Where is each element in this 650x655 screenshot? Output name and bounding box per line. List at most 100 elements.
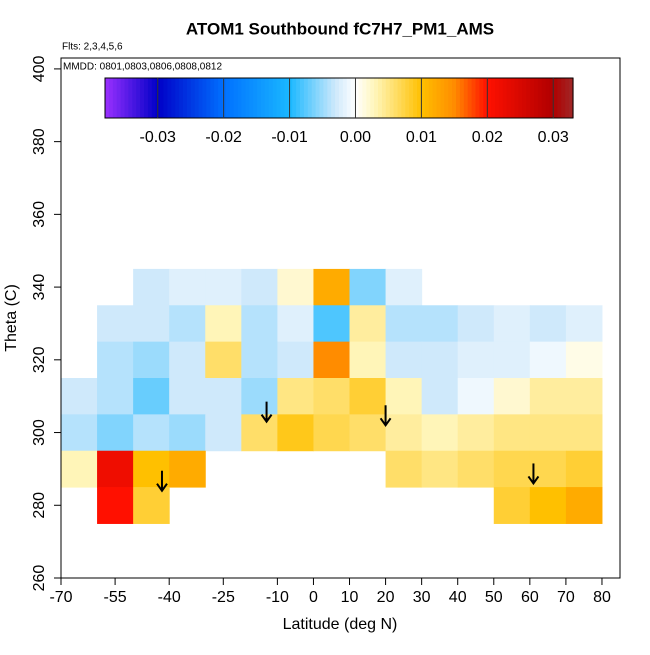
heat-cell [349,305,387,343]
colorbar-slice [448,78,453,118]
heat-cell [529,305,567,343]
heat-cell [421,450,459,488]
colorbar-slice [202,78,207,118]
colorbar-tick-label: 0.03 [538,129,569,146]
heat-cell [385,305,423,343]
colorbar-slice [108,78,114,118]
heat-cell [421,414,459,452]
heat-cell [565,487,603,524]
colorbar-slice [452,78,457,118]
colorbar-slice [335,78,340,118]
arrow-head [156,483,168,493]
heat-cell [277,305,314,343]
colorbar-slice [214,78,219,118]
heat-cell [565,341,603,379]
colorbar-slice [140,78,145,118]
heat-cell [493,450,531,488]
heat-cell [565,305,603,343]
colorbar-tick-label: -0.03 [139,129,176,146]
colorbar-tick-label: 0.00 [340,129,371,146]
colorbar-slice [319,78,324,118]
colorbar-slice [537,78,543,118]
colorbar-slice [366,78,371,118]
x-tick-label: -40 [158,589,181,606]
heat-cell [241,414,278,452]
colorbar-slice [405,78,410,118]
x-tick-label: 80 [593,589,611,606]
heat-cell [421,341,459,379]
colorbar-slice [167,78,172,118]
heat-cell [385,414,423,452]
heat-cell [385,268,423,306]
colorbar-slice [198,78,204,118]
heat-cell [457,450,495,488]
colorbar-slice [171,78,176,118]
arrow-head [260,414,273,424]
y-tick-label: 320 [31,346,48,373]
y-tick-label: 340 [31,274,48,301]
colorbar-slice [331,78,336,118]
annotation: MMDD: 0801,0803,0806,0808,0812 [63,62,222,73]
colorbar-slice [245,78,250,118]
heat-cell [61,378,98,415]
plot-frame [60,57,621,579]
heat-cell [205,341,242,379]
colorbar-slice [409,78,414,118]
x-tick-label: -70 [49,589,72,606]
heat-cell [385,378,423,415]
y-tick-label: 360 [31,201,48,228]
heat-cell [349,341,387,379]
heat-cell [97,450,134,488]
heat-cell [385,450,423,488]
x-tick-label: -55 [104,589,127,606]
colorbar-frame [104,77,574,119]
heat-cell [241,305,278,343]
colorbar-slice [124,78,129,118]
heat-cell [133,450,170,488]
colorbar-slice [296,78,301,118]
colorbar-slice [132,78,137,118]
colorbar-slice [272,78,278,118]
x-tick-label: -25 [212,589,235,606]
colorbar-slice [475,78,480,118]
colorbar-slice [284,78,289,118]
heat-cell [61,414,98,452]
colorbar-tick-label: -0.01 [271,129,308,146]
colorbar-slice [144,78,149,118]
colorbar-slice [264,78,270,118]
colorbar-slice [218,78,223,118]
arrow-head [527,475,540,486]
colorbar-slice [315,78,321,118]
heat-cell [133,341,170,379]
colorbar-slice [350,78,356,118]
x-axis-title: Latitude (deg N) [283,616,398,633]
colorbar-slice [261,78,266,118]
heat-cell [61,450,98,488]
colorbar-slice [354,78,360,118]
x-tick-label: 20 [377,589,395,606]
colorbar-slice [147,78,153,118]
heat-cell [529,487,567,524]
colorbar-slice [342,78,348,118]
colorbar-slice [339,78,344,118]
colorbar-slice [491,78,496,118]
colorbar-slice [378,78,383,118]
colorbar-slice [159,78,165,118]
colorbar-slice [241,78,246,118]
y-tick-label: 380 [31,128,48,155]
heat-cell [457,378,495,415]
arrow-head [379,417,392,427]
heat-cell [493,341,531,379]
heat-cell [241,378,278,415]
colorbar-slice [362,78,367,118]
heat-cell [169,414,206,452]
colorbar-slice [510,78,516,118]
x-tick-label: -10 [266,589,289,606]
heat-cell [457,341,495,379]
colorbar-tick-label: -0.02 [205,129,242,146]
heat-cell [277,341,314,379]
colorbar-slice [225,78,231,118]
colorbar-slice [346,78,352,118]
heat-cell [421,378,459,415]
y-axis-title: Theta (C) [3,284,20,352]
